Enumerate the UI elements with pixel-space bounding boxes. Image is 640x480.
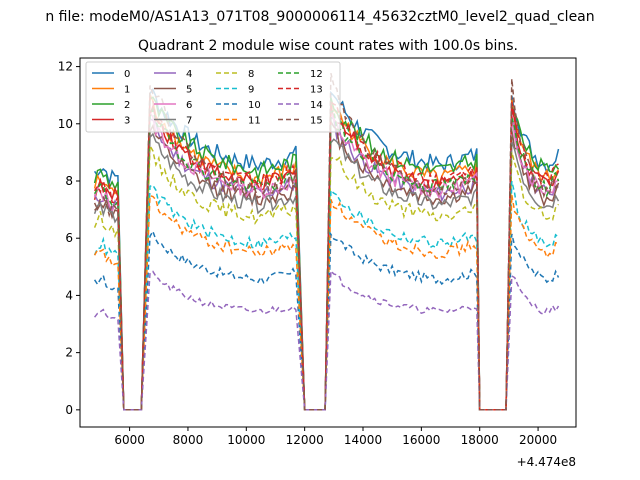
x-tick-label: 6000 [114, 433, 145, 447]
y-tick-label: 6 [65, 231, 73, 245]
series-line-8 [93, 143, 560, 411]
legend-label: 14 [310, 100, 323, 111]
legend-label: 10 [248, 100, 261, 111]
y-axis: 0 2 4 6 8 10 12 [58, 60, 80, 417]
legend-label: 9 [248, 85, 254, 96]
legend-label: 12 [310, 69, 323, 80]
series-line-7 [93, 132, 560, 411]
x-axis: 6000 8000 10000 12000 14000 16000 18000 20000 [114, 427, 557, 447]
x-tick-label: 14000 [344, 433, 382, 447]
legend-label: 8 [248, 69, 254, 80]
series-line-14 [94, 269, 560, 411]
legend-label: 13 [310, 85, 323, 96]
series-line-10 [93, 229, 560, 411]
y-tick-label: 2 [65, 346, 73, 360]
legend-label: 3 [124, 116, 130, 127]
legend-label: 4 [186, 69, 192, 80]
x-tick-label: 18000 [461, 433, 499, 447]
y-tick-label: 12 [58, 60, 73, 74]
y-tick-label: 4 [65, 288, 73, 302]
x-tick-label: 16000 [402, 433, 440, 447]
legend-label: 6 [186, 100, 192, 111]
y-tick-label: 0 [65, 403, 73, 417]
x-tick-label: 10000 [227, 433, 265, 447]
legend-label: 0 [124, 69, 130, 80]
legend-label: 5 [186, 85, 192, 96]
legend-label: 2 [124, 100, 130, 111]
series-line-9 [93, 181, 559, 411]
legend-label: 1 [124, 85, 130, 96]
x-tick-label: 12000 [286, 433, 324, 447]
x-tick-label: 8000 [173, 433, 204, 447]
y-tick-label: 10 [58, 117, 73, 131]
legend-label: 11 [248, 116, 261, 127]
x-offset-label: +4.474e8 [517, 455, 576, 469]
chart-title: Quadrant 2 module wise count rates with … [138, 38, 518, 54]
legend-label: 7 [186, 116, 192, 127]
legend-label: 15 [310, 116, 323, 127]
x-tick-label: 20000 [519, 433, 557, 447]
series-line-5 [93, 118, 560, 411]
y-tick-label: 8 [65, 174, 73, 188]
legend-box [85, 61, 341, 133]
chart-suptitle: n file: modeM0/AS1A13_071T08_9000006114_… [45, 9, 594, 25]
plot-frame [79, 57, 577, 428]
series-line-11 [93, 194, 559, 411]
